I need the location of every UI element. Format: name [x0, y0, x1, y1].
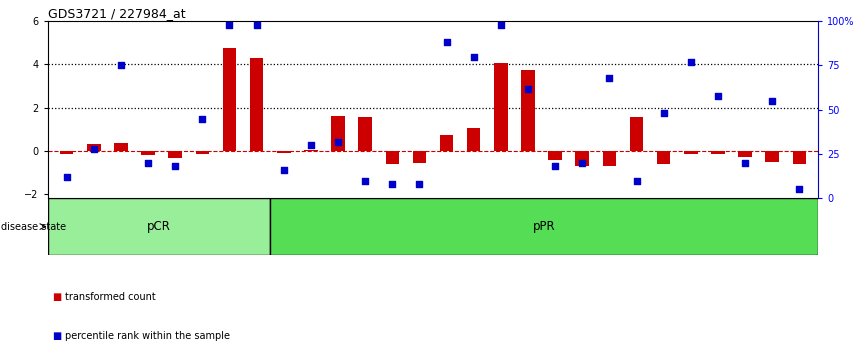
- Bar: [766, 151, 779, 161]
- Point: [494, 22, 507, 28]
- Text: transformed count: transformed count: [65, 292, 156, 302]
- Bar: [331, 116, 345, 151]
- Text: pCR: pCR: [147, 220, 171, 233]
- Bar: [739, 151, 752, 157]
- Point: [738, 160, 752, 166]
- Bar: [270, 198, 818, 255]
- Bar: [630, 117, 643, 151]
- Point: [684, 59, 698, 65]
- Bar: [440, 135, 454, 151]
- Bar: [249, 58, 263, 151]
- Point: [141, 160, 155, 166]
- Bar: [60, 151, 74, 154]
- Text: GDS3721 / 227984_at: GDS3721 / 227984_at: [48, 7, 185, 20]
- Text: percentile rank within the sample: percentile rank within the sample: [65, 331, 230, 341]
- Point: [60, 174, 74, 180]
- Point: [223, 22, 236, 28]
- Point: [385, 181, 399, 187]
- Bar: [48, 198, 270, 255]
- Point: [467, 54, 481, 59]
- Bar: [792, 151, 806, 164]
- Point: [766, 98, 779, 104]
- Bar: [576, 151, 589, 166]
- Text: ■: ■: [52, 331, 61, 341]
- Point: [196, 116, 210, 121]
- Bar: [304, 150, 318, 151]
- Bar: [657, 151, 670, 164]
- Bar: [548, 151, 562, 160]
- Bar: [412, 151, 426, 162]
- Point: [575, 160, 589, 166]
- Point: [792, 187, 806, 192]
- Text: ■: ■: [52, 292, 61, 302]
- Bar: [385, 151, 399, 164]
- Point: [656, 110, 670, 116]
- Point: [114, 63, 128, 68]
- Bar: [467, 128, 481, 151]
- Bar: [711, 151, 725, 154]
- Point: [277, 167, 291, 173]
- Text: pPR: pPR: [533, 220, 556, 233]
- Bar: [223, 48, 236, 151]
- Bar: [196, 151, 209, 154]
- Bar: [141, 151, 155, 155]
- Point: [711, 93, 725, 98]
- Point: [304, 142, 318, 148]
- Bar: [521, 70, 535, 151]
- Bar: [494, 63, 507, 151]
- Bar: [277, 151, 290, 153]
- Point: [168, 164, 182, 169]
- Bar: [87, 144, 100, 151]
- Point: [331, 139, 345, 144]
- Point: [412, 181, 426, 187]
- Point: [521, 86, 535, 91]
- Point: [548, 164, 562, 169]
- Point: [87, 146, 100, 152]
- Text: disease state: disease state: [1, 222, 66, 232]
- Point: [359, 178, 372, 183]
- Bar: [168, 151, 182, 158]
- Point: [630, 178, 643, 183]
- Bar: [359, 117, 372, 151]
- Point: [603, 75, 617, 81]
- Bar: [114, 143, 127, 151]
- Bar: [684, 151, 698, 154]
- Bar: [603, 151, 617, 166]
- Point: [249, 22, 263, 28]
- Point: [440, 40, 454, 45]
